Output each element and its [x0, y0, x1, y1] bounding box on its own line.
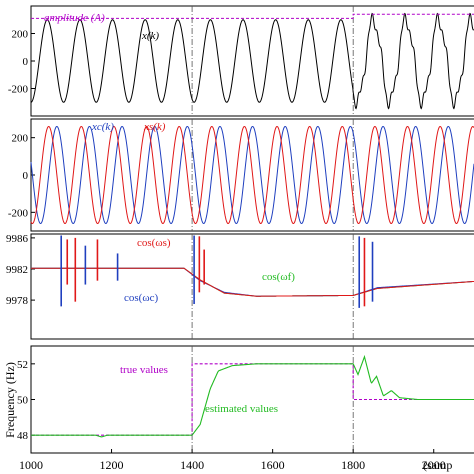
series-line-cos-ws — [31, 267, 474, 297]
x-tick-label: 1800 — [341, 458, 365, 472]
y-tick-label: 52 — [17, 359, 28, 371]
x-tick-label: 1400 — [180, 458, 204, 472]
panel-frequency: 52 50 48 true values estimated values Freq… — [3, 345, 474, 472]
y-axis-label: Frequency (Hz) — [3, 362, 17, 438]
x-tick-label: 1600 — [261, 458, 285, 472]
y-tick-label: 9982 — [6, 264, 28, 276]
series-line-estimated-values — [31, 354, 474, 438]
x-tick-label: 1000 — [19, 458, 43, 472]
y-tick-label: 200 — [12, 133, 29, 145]
annotation-cos-ws: cos(ωs) — [137, 237, 171, 249]
y-tick-label: 48 — [17, 430, 29, 442]
y-tick-label: -200 — [8, 84, 29, 96]
annotation-xc: xc(k) — [91, 121, 114, 133]
annotation-cos-wf: cos(ωf) — [262, 271, 295, 283]
panel-cosine-estimates: 9986 9982 9978 cos(ωs) cos(ωf) cos(ωc) — [6, 233, 474, 340]
annotation-true-values: true values — [120, 364, 168, 376]
y-tick-label: 0 — [23, 170, 29, 182]
annotation-amplitude: amplitude (A) — [44, 12, 105, 24]
series-line-xk — [30, 12, 474, 110]
annotation-xk: x(k) — [141, 30, 159, 42]
panel-frame — [30, 233, 474, 340]
y-tick-label: 50 — [17, 395, 29, 407]
x-tick-label: 2000 — [422, 458, 446, 472]
y-tick-label: 200 — [12, 29, 29, 41]
annotation-xs: xs(k) — [143, 121, 166, 133]
y-tick-label: 0 — [23, 56, 29, 68]
series-line-xs — [30, 125, 474, 224]
annotation-cos-wc: cos(ωc) — [124, 292, 158, 304]
x-axis-ticks: 1000 1200 1400 1600 1800 2000 — [19, 449, 446, 472]
panel-amplitude-signal: 200 0 -200 amplitude (A) x(k) — [8, 5, 474, 117]
panel-quadrature-signals: 200 0 -200 xc(k) xs(k) — [8, 118, 474, 232]
y-tick-label: 9986 — [6, 233, 29, 245]
y-tick-label: 9978 — [6, 295, 29, 307]
series-line-xc — [30, 125, 474, 225]
series-line-amplitude — [31, 13, 474, 19]
y-tick-label: -200 — [8, 207, 29, 219]
x-tick-label: 1200 — [100, 458, 124, 472]
x-axis-label: (samp — [423, 458, 452, 472]
annotation-estimated-values: estimated values — [205, 403, 278, 415]
